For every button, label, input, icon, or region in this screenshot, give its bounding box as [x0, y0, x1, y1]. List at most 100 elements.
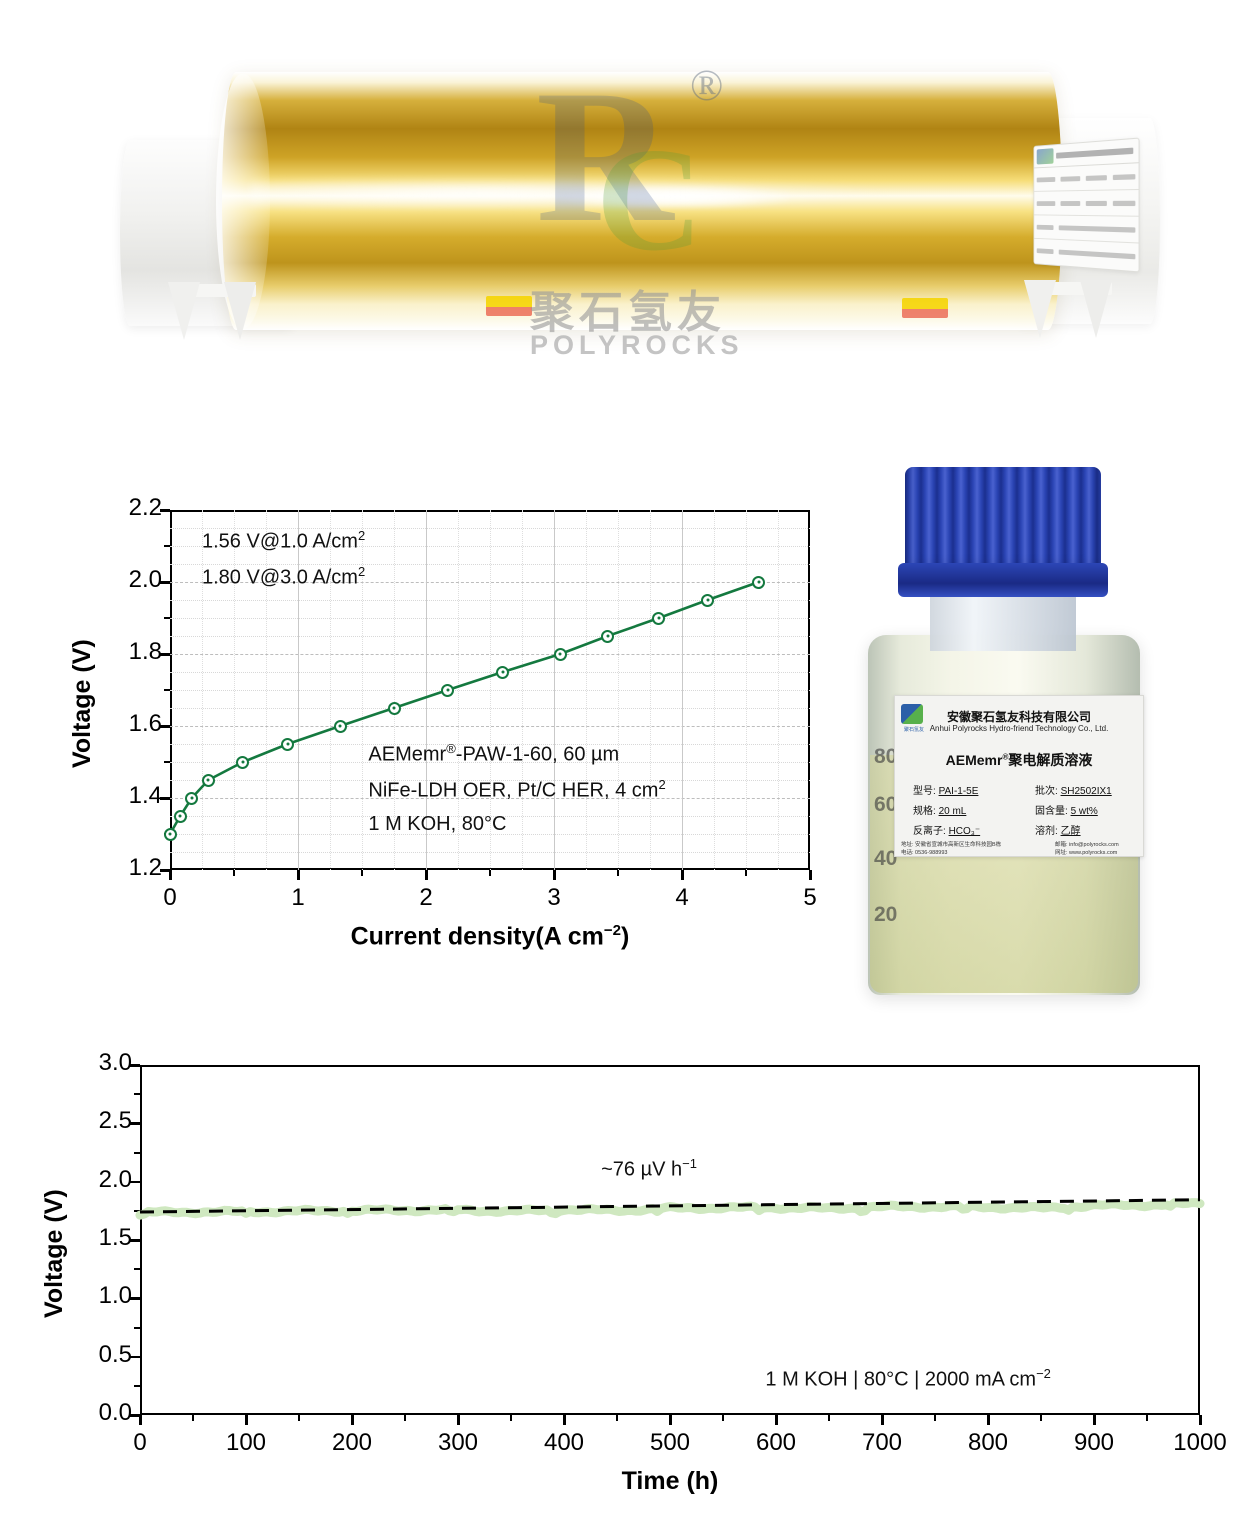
polyrocks-logo-icon: 聚石氢友 — [901, 704, 927, 736]
x-tick — [139, 1415, 142, 1425]
gridline-minor-v — [778, 510, 779, 870]
annotation-0: ~76 µV h−1 — [601, 1156, 697, 1181]
y-tick-label: 2.0 — [98, 1165, 132, 1193]
x-tick-label: 100 — [225, 1429, 267, 1456]
x-tick-label: 3 — [547, 884, 561, 911]
x-minor-tick — [828, 1415, 830, 1421]
y-tick-label: 0.5 — [98, 1340, 132, 1368]
gridline-minor-v — [522, 510, 523, 870]
x-minor-tick — [1040, 1415, 1042, 1421]
roll-stand-left — [168, 282, 260, 340]
data-point-marker — [173, 809, 187, 823]
y-minor-tick — [164, 689, 170, 691]
y-tick — [130, 1180, 140, 1184]
x-minor-tick — [298, 1415, 300, 1421]
label-footer-address: 地址: 安徽省宣城市高新区生命科技园B栋 — [901, 842, 1002, 848]
x-tick-label: 200 — [331, 1429, 373, 1456]
y-tick — [160, 725, 170, 728]
x-tick — [457, 1415, 460, 1425]
bottle-label: 聚石氢友 安徽聚石氢友科技有限公司 Anhui Polyrocks Hydro-… — [894, 695, 1144, 857]
y-tick — [160, 653, 170, 656]
x-tick-label: 4 — [675, 884, 689, 911]
x-tick-label: 700 — [861, 1429, 903, 1456]
x-tick-label: 5 — [803, 884, 817, 911]
x-tick — [169, 870, 172, 880]
data-point-marker — [601, 629, 615, 643]
x-tick — [681, 870, 684, 880]
y-tick-label: 1.6 — [128, 710, 162, 737]
data-point-marker — [201, 773, 215, 787]
x-tick — [563, 1415, 566, 1425]
x-tick — [425, 870, 428, 880]
y-minor-tick — [164, 617, 170, 619]
x-minor-tick — [745, 870, 747, 876]
data-point-marker — [163, 827, 177, 841]
x-tick — [987, 1415, 990, 1425]
y-tick-label: 2.5 — [98, 1107, 132, 1135]
x-tick-label: 2 — [419, 884, 433, 911]
y-tick-label: 0.0 — [98, 1399, 132, 1426]
x-minor-tick — [489, 870, 491, 876]
watermark-brand-en: POLYROCKS — [530, 330, 744, 360]
gridline-minor-v — [650, 510, 651, 870]
x-tick — [297, 870, 300, 880]
y-tick-label: 1.4 — [128, 782, 162, 809]
y-tick-label: 1.5 — [98, 1224, 132, 1251]
x-minor-tick — [617, 870, 619, 876]
y-minor-tick — [164, 761, 170, 763]
roll-stand-right — [1024, 280, 1116, 338]
x-tick — [245, 1415, 248, 1425]
y-tick — [130, 1064, 140, 1067]
y-tick — [130, 1355, 140, 1359]
data-point-marker — [387, 701, 401, 715]
data-point-marker — [333, 719, 347, 733]
x-minor-tick — [404, 1415, 406, 1421]
graduation-80: 80 — [874, 745, 898, 768]
roll-product-label — [1033, 137, 1140, 273]
label-footer-web: 网址: www.polyrocks.com — [1055, 850, 1118, 856]
y-tick — [160, 869, 170, 872]
y-axis-label: Voltage (V) — [68, 639, 96, 768]
data-point-marker — [185, 791, 199, 805]
data-point-marker — [496, 665, 510, 679]
y-minor-tick — [134, 1209, 140, 1212]
bottle-cap-rim — [898, 563, 1108, 597]
x-tick — [1093, 1415, 1096, 1425]
data-point-marker — [752, 575, 766, 589]
x-tick — [553, 870, 556, 880]
roll-specular-core — [560, 186, 790, 208]
y-minor-tick — [134, 1093, 140, 1096]
gridline-major-v — [554, 510, 555, 870]
label-field-solvent: 溶剂: 乙醇 — [1035, 826, 1081, 837]
gridline-minor-v — [618, 510, 619, 870]
y-tick-label: 2.2 — [128, 494, 162, 521]
x-tick-label: 0 — [163, 884, 177, 911]
graduation-40: 40 — [874, 847, 898, 870]
x-minor-tick — [722, 1415, 724, 1421]
bottle-cap — [905, 467, 1101, 579]
label-company-cn: 安徽聚石氢友科技有限公司 — [946, 710, 1091, 724]
label-company-en: Anhui Polyrocks Hydro-friend Technology … — [929, 724, 1109, 733]
y-minor-tick — [134, 1268, 140, 1271]
annotation-1: 1 M KOH | 80°C | 2000 mA cm−2 — [765, 1366, 1051, 1391]
x-minor-tick — [233, 870, 235, 876]
y-tick-label: 1.2 — [128, 854, 162, 881]
x-tick-label: 500 — [649, 1429, 691, 1456]
y-tick — [130, 1239, 140, 1242]
membrane-roll-photo: R C ® 聚石氢友 POLYROCKS — [0, 0, 1250, 440]
x-minor-tick — [616, 1415, 618, 1421]
bottle-neck — [930, 593, 1076, 651]
x-minor-tick — [934, 1415, 936, 1421]
annotation-3: NiFe-LDH OER, Pt/C HER, 4 cm2 — [368, 776, 666, 802]
y-axis-label: Voltage (V) — [40, 1189, 68, 1318]
polarization-chart: 1.2 1.4 1.6 1.8 2.0 2.2 0 1 2 3 4 5 Voltage (V) Curre… — [40, 455, 830, 1015]
y-tick-label: 2.0 — [128, 566, 162, 593]
x-tick — [669, 1415, 672, 1425]
x-axis-label: Current density(A cm−2) — [350, 922, 630, 951]
x-tick-label: 400 — [543, 1429, 585, 1456]
gridline-minor-v — [714, 510, 715, 870]
y-tick — [130, 1297, 140, 1300]
label-product-name: AEMemr®聚电解质溶液 — [945, 752, 1093, 768]
x-tick-label: 300 — [437, 1429, 479, 1456]
x-tick — [1199, 1415, 1202, 1425]
